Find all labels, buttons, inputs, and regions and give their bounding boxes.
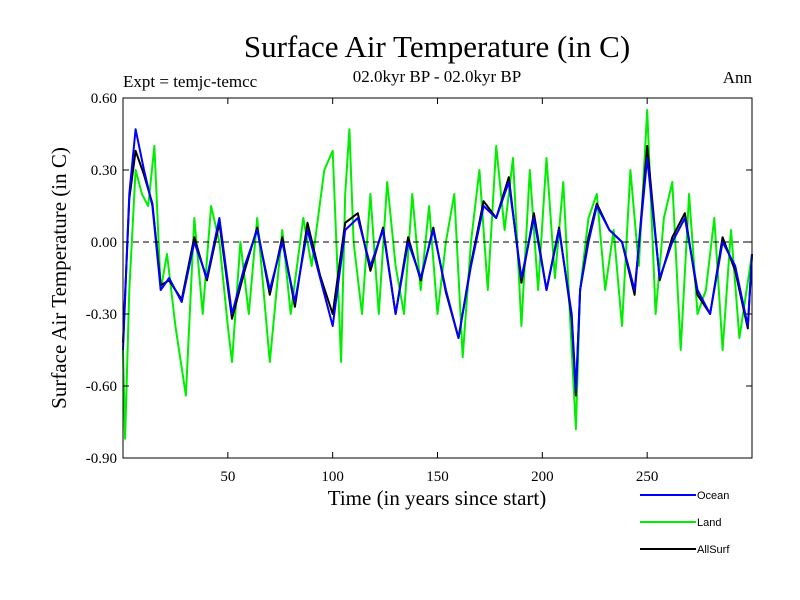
season-label: Ann (723, 68, 753, 87)
chart-subtitle: 02.0kyr BP - 02.0kyr BP (353, 67, 521, 86)
legend: Ocean Land AllSurf (640, 490, 730, 556)
plot-series (122, 109, 753, 440)
legend-label-land: Land (697, 517, 721, 529)
y-tick-label: -0.60 (86, 379, 117, 395)
legend-label-allsurf: AllSurf (697, 544, 730, 556)
x-tick-label: 50 (220, 469, 235, 485)
y-axis: 0.60 0.30 0.00 -0.30 -0.60 -0.90 (86, 91, 752, 467)
series-line-allsurf (122, 145, 753, 397)
x-tick-label: 200 (531, 469, 554, 485)
x-tick-label: 150 (426, 469, 449, 485)
x-axis: 50 100 150 200 250 (220, 98, 658, 485)
y-tick-label: 0.60 (91, 91, 117, 107)
x-tick-label: 250 (636, 469, 659, 485)
chart-title: Surface Air Temperature (in C) (244, 29, 630, 64)
experiment-label: Expt = temjc-temcc (123, 72, 258, 91)
x-tick-label: 100 (321, 469, 344, 485)
y-tick-label: -0.30 (86, 307, 117, 323)
y-axis-label: Surface Air Temperature (in C) (47, 147, 71, 409)
series-line-ocean (122, 128, 753, 392)
x-axis-label: Time (in years since start) (328, 486, 547, 510)
y-tick-label: -0.90 (86, 451, 117, 467)
series-line-land (122, 109, 753, 440)
legend-label-ocean: Ocean (697, 490, 729, 502)
y-tick-label: 0.30 (91, 163, 117, 179)
y-tick-label: 0.00 (91, 235, 117, 251)
plot-frame (122, 97, 753, 459)
